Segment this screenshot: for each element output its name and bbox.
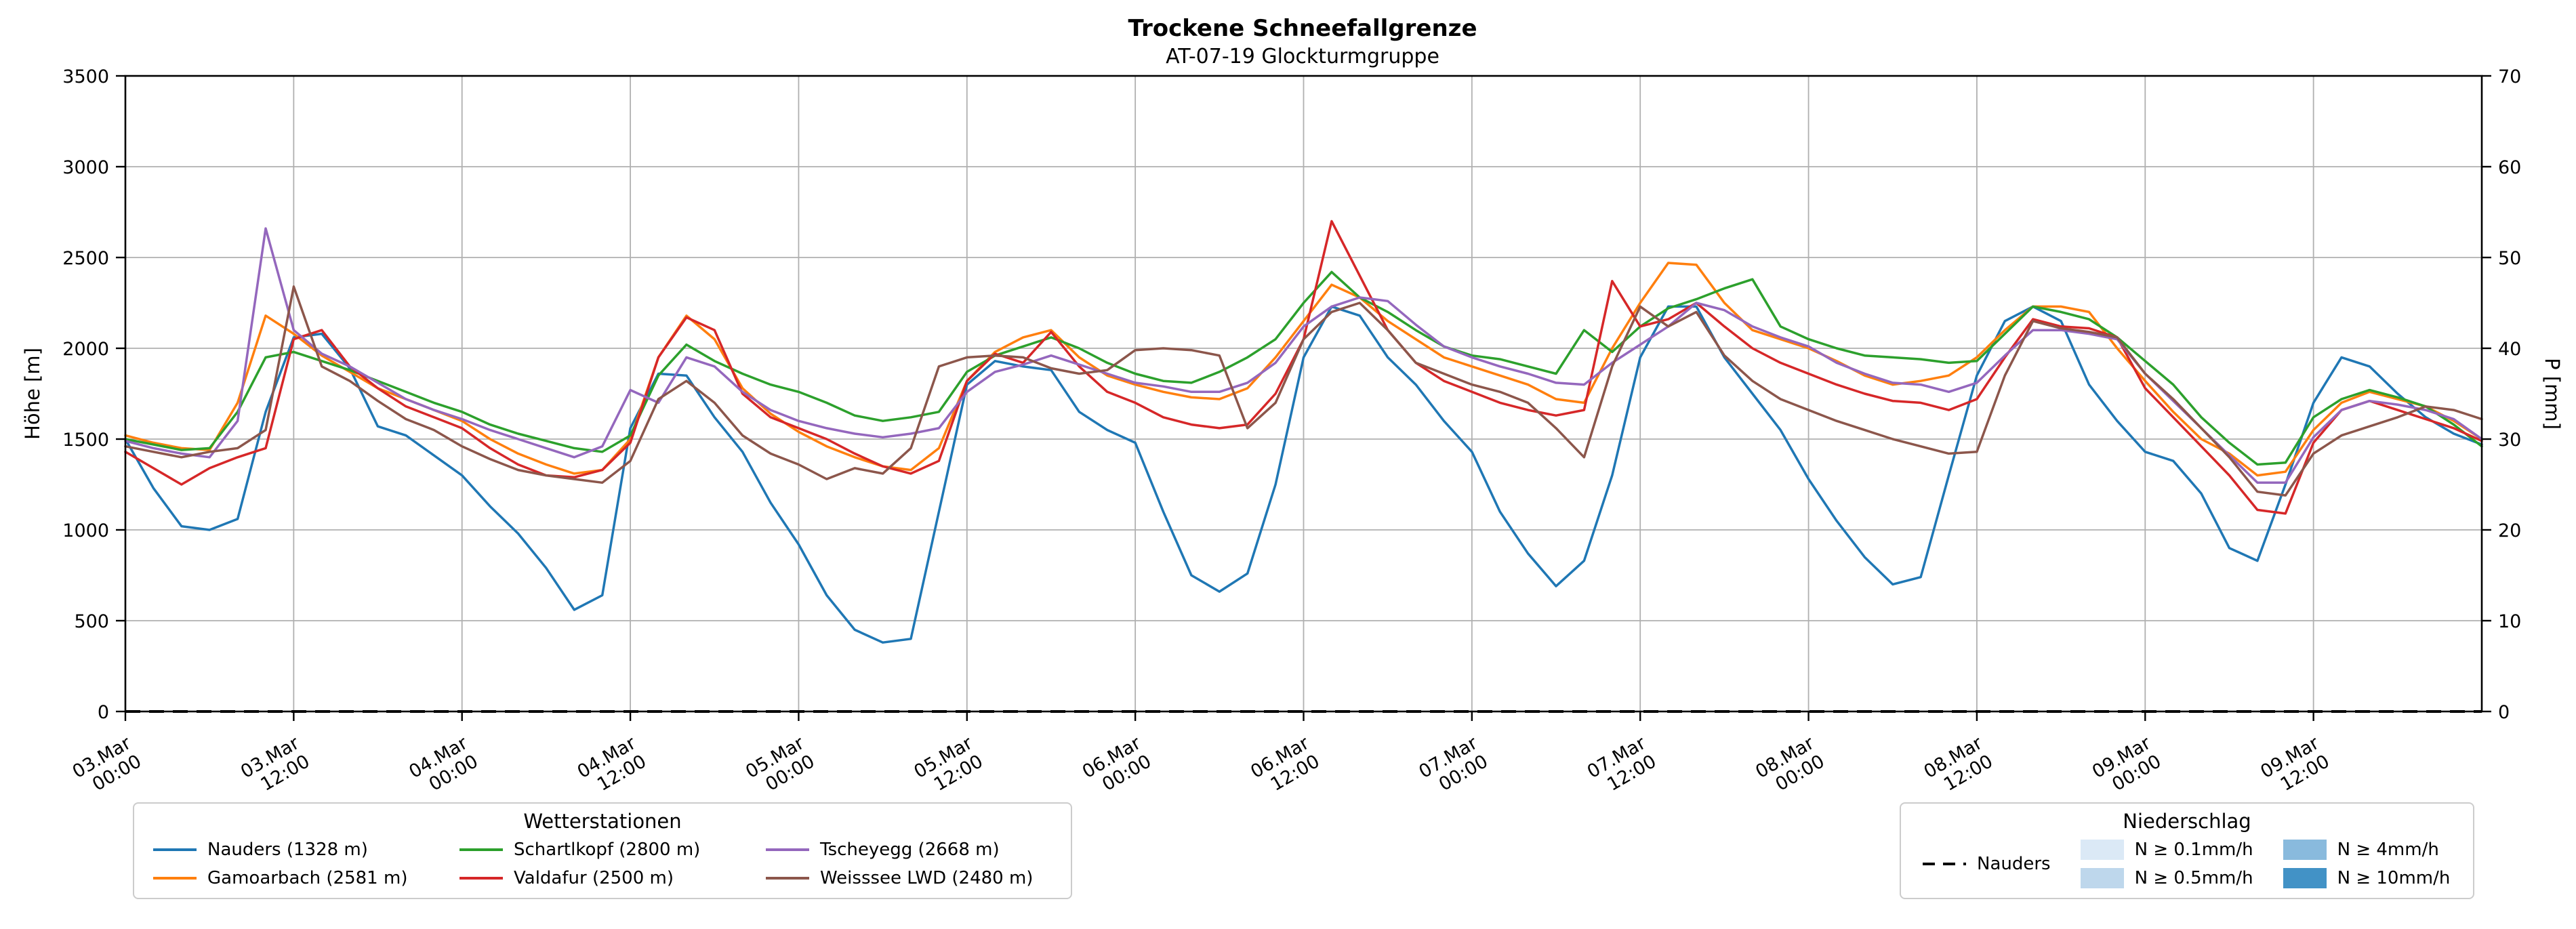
y-left-tick-label: 1500 [62,430,109,451]
y-right-tick-label: 40 [2498,339,2521,360]
legend-item-nauders: Nauders (1328 m) [153,840,439,860]
y-right-tick-label: 60 [2498,157,2521,178]
legend-label-schartlkopf: Schartlkopf (2800 m) [514,840,701,861]
legend-item-tscheyegg: Tscheyegg (2668 m) [766,840,1052,860]
y-right-tick-label: 20 [2498,520,2521,541]
legend-label-precip-0-5: N ≥ 0.5mm/h [2134,868,2253,889]
precip-column-1: N ≥ 0.1mm/h N ≥ 0.5mm/h [2080,840,2253,889]
x-tick-label: 05.Mar12:00 [910,732,987,801]
line-swatch-weisssee [766,877,809,880]
series-line-tscheyegg [124,227,2483,484]
legend-item-nauders-precip: Nauders [1923,854,2051,874]
x-tick-label: 06.Mar12:00 [1247,732,1324,801]
x-tick-label: 09.Mar12:00 [2257,732,2333,801]
y-left-tick-label: 2500 [62,248,109,269]
patch-swatch-0-5 [2080,868,2124,889]
legend-label-tscheyegg: Tscheyegg (2668 m) [820,840,1000,861]
series-line-gamoarbach [124,262,2483,477]
line-swatch-schartlkopf [459,848,503,852]
x-tick-label: 04.Mar12:00 [574,732,651,801]
legend-item-valdafur: Valdafur (2500 m) [459,868,745,888]
line-swatch-valdafur [459,877,503,880]
y-right-tick-label: 70 [2498,66,2521,87]
y-right-tick-label: 10 [2498,611,2521,632]
x-tick-label: 07.Mar00:00 [1416,732,1492,801]
patch-swatch-10 [2283,868,2327,889]
legend-label-valdafur: Valdafur (2500 m) [514,868,674,889]
legend-item-weisssee: Weisssee LWD (2480 m) [766,868,1052,888]
series-line-schartlkopf [124,270,2483,466]
x-tick-label: 06.Mar00:00 [1079,732,1156,801]
x-tick-label: 03.Mar12:00 [237,732,314,801]
legend-item-precip-10: N ≥ 10mm/h [2283,868,2451,889]
legend-label-precip-4: N ≥ 4mm/h [2337,840,2439,861]
y-right-tick-label: 50 [2498,248,2521,269]
y-left-tick-label: 3000 [62,157,109,178]
y-left-tick-label: 3500 [62,66,109,87]
legend-niederschlag-row: Nauders N ≥ 0.1mm/h N ≥ 0.5mm/h N ≥ 4mm/… [1901,840,2473,889]
legend-wetterstationen: Wetterstationen Nauders (1328 m) Schartl… [133,802,1072,900]
legend-item-precip-0-5: N ≥ 0.5mm/h [2080,868,2253,889]
y-left-tick-label: 1000 [62,520,109,541]
x-tick-label: 09.Mar00:00 [2089,732,2165,801]
x-tick-label: 04.Mar00:00 [405,732,482,801]
patch-swatch-4 [2283,840,2327,861]
x-tick-label: 07.Mar12:00 [1584,732,1660,801]
line-swatch-nauders [153,848,197,852]
legend-item-schartlkopf: Schartlkopf (2800 m) [459,840,745,860]
chart-subtitle: AT-07-19 Glockturmgruppe [1166,45,1439,68]
chart-title: Trockene Schneefallgrenze [1128,15,1477,42]
y-right-tick-label: 30 [2498,430,2521,451]
precip-column-2: N ≥ 4mm/h N ≥ 10mm/h [2283,840,2451,889]
x-tick-label: 03.Mar00:00 [69,732,146,801]
x-tick-label: 08.Mar12:00 [1921,732,1997,801]
legend-label-weisssee: Weisssee LWD (2480 m) [820,868,1034,889]
x-tick-label: 08.Mar00:00 [1752,732,1828,801]
legend-wetterstationen-title: Wetterstationen [523,810,682,833]
dashed-line-swatch [1923,863,1966,866]
y-left-tick-label: 2000 [62,339,109,360]
y-left-tick-label: 0 [98,702,109,723]
y-left-tick-label: 500 [74,611,109,632]
line-swatch-tscheyegg [766,848,809,852]
y-left-axis-label: Höhe [m] [21,348,44,440]
legend-label-nauders-precip: Nauders [1977,854,2051,875]
legend-niederschlag-title: Niederschlag [2123,810,2251,833]
legend-wetterstationen-grid: Nauders (1328 m) Schartlkopf (2800 m) Ts… [134,840,1071,888]
patch-swatch-0-1 [2080,840,2124,861]
line-swatch-gamoarbach [153,877,197,880]
legend-niederschlag: Niederschlag Nauders N ≥ 0.1mm/h N ≥ 0.5… [1900,802,2474,900]
legend-item-gamoarbach: Gamoarbach (2581 m) [153,868,439,888]
y-right-axis-label: P [mm] [2541,358,2564,430]
legend-label-precip-0-1: N ≥ 0.1mm/h [2134,840,2253,861]
legend-label-gamoarbach: Gamoarbach (2581 m) [207,868,408,889]
series-line-weisssee [124,285,2483,497]
y-right-tick-label: 0 [2498,702,2510,723]
legend-item-precip-4: N ≥ 4mm/h [2283,840,2451,861]
x-tick-label: 05.Mar00:00 [742,732,819,801]
legend-label-nauders: Nauders (1328 m) [207,840,368,861]
series-line-nauders [124,305,2483,644]
legend-item-precip-0-1: N ≥ 0.1mm/h [2080,840,2253,861]
legend-label-precip-10: N ≥ 10mm/h [2337,868,2451,889]
